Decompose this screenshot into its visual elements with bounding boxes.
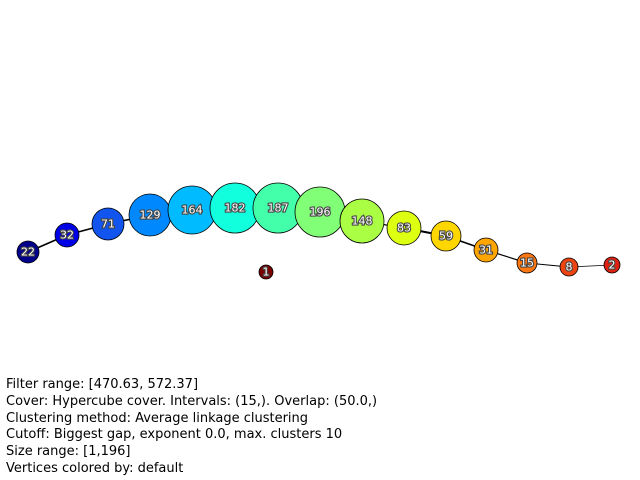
- graph-node-circle[interactable]: [258, 264, 274, 280]
- clustering-method-text: Clustering method: Average linkage clust…: [6, 410, 309, 426]
- graph-node[interactable]: 196: [294, 186, 346, 238]
- filter-range-text: Filter range: [470.63, 572.37]: [6, 377, 199, 392]
- graph-node[interactable]: 129: [128, 193, 172, 237]
- graph-node-circle[interactable]: [386, 210, 422, 246]
- graph-node-label: 22: [21, 246, 35, 259]
- graph-info: Filter range: [470.63, 572.37] Cover: Hy…: [6, 377, 377, 478]
- graph-node[interactable]: 15: [516, 252, 538, 274]
- graph-node-label: 187: [268, 202, 289, 215]
- graph-nodes: 22 32 71 129 164 182 187 196 148 83 59 31 15 8 2 1: [16, 182, 621, 280]
- graph-node-circle[interactable]: [91, 207, 125, 241]
- graph-node[interactable]: 2: [603, 256, 621, 274]
- graph-node-label: 196: [310, 206, 331, 219]
- graph-node-label: 182: [225, 202, 246, 215]
- graph-node-circle[interactable]: [339, 198, 385, 244]
- graph-node-circle[interactable]: [473, 237, 499, 263]
- graph-node-circle[interactable]: [16, 240, 40, 264]
- graph-node[interactable]: 164: [167, 185, 217, 235]
- cutoff-text: Cutoff: Biggest gap, exponent 0.0, max. …: [6, 427, 343, 443]
- graph-node-circle[interactable]: [516, 252, 538, 274]
- graph-node-label: 2: [609, 259, 616, 272]
- graph-node[interactable]: 1: [258, 264, 274, 280]
- graph-node-label: 71: [101, 218, 115, 231]
- graph-node-label: 31: [479, 244, 493, 257]
- size-range-text: Size range: [1,196]: [6, 444, 131, 460]
- graph-node-label: 129: [140, 209, 161, 222]
- graph-node-label: 15: [520, 257, 534, 270]
- graph-node-label: 8: [566, 261, 573, 274]
- graph-node-label: 148: [352, 215, 373, 228]
- mapper-graph: 22 32 71 129 164 182 187 196 148 83 59 31 15 8 2 1: [16, 182, 621, 280]
- graph-node-circle[interactable]: [559, 257, 579, 277]
- graph-node-label: 1: [263, 266, 270, 279]
- graph-node[interactable]: 148: [339, 198, 385, 244]
- graph-node[interactable]: 31: [473, 237, 499, 263]
- graph-node[interactable]: 32: [54, 222, 80, 248]
- colored-by-text: Vertices colored by: default: [6, 460, 184, 476]
- graph-node[interactable]: 22: [16, 240, 40, 264]
- graph-node[interactable]: 83: [386, 210, 422, 246]
- graph-node-label: 32: [60, 229, 74, 242]
- cover-text: Cover: Hypercube cover. Intervals: (15,)…: [6, 393, 378, 409]
- graph-node[interactable]: 182: [209, 182, 261, 234]
- graph-node-label: 164: [182, 204, 203, 217]
- graph-node[interactable]: 8: [559, 257, 579, 277]
- graph-node[interactable]: 187: [252, 182, 304, 234]
- graph-node-circle[interactable]: [430, 220, 462, 252]
- graph-node-label: 59: [439, 230, 453, 243]
- graph-node[interactable]: 71: [91, 207, 125, 241]
- graph-node-label: 83: [397, 222, 411, 235]
- graph-node-circle[interactable]: [603, 256, 621, 274]
- graph-node[interactable]: 59: [430, 220, 462, 252]
- graph-node-circle[interactable]: [54, 222, 80, 248]
